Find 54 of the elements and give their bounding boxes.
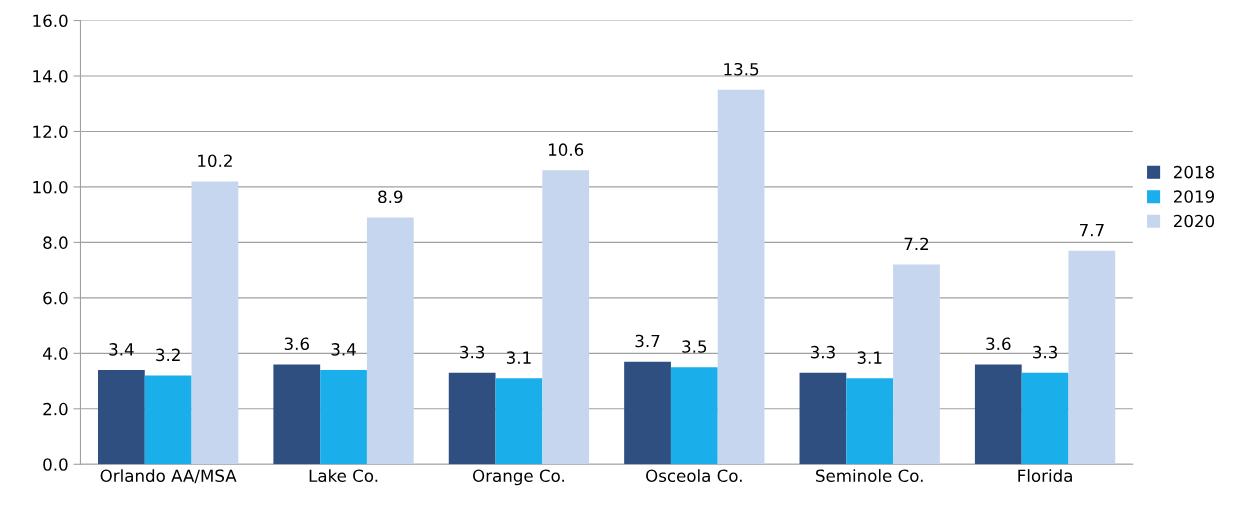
x-tick-label: Seminole Co. xyxy=(816,469,923,483)
legend-label: 2018 xyxy=(1173,165,1215,179)
bar xyxy=(1068,250,1116,465)
bar xyxy=(670,367,718,465)
data-label: 3.5 xyxy=(682,340,707,353)
x-tick-label: Florida xyxy=(1018,469,1072,483)
bar xyxy=(98,369,145,465)
y-tick-label: 8.0 xyxy=(43,236,68,249)
data-label: 3.3 xyxy=(1033,345,1057,359)
y-tick-label: 0.0 xyxy=(43,458,68,471)
data-label: 3.6 xyxy=(284,337,309,351)
data-label: 3.7 xyxy=(635,334,660,348)
bar xyxy=(974,364,1022,465)
data-label: 10.6 xyxy=(548,143,584,156)
data-label: 3.3 xyxy=(810,345,835,359)
bar xyxy=(717,89,765,465)
bar xyxy=(1021,372,1069,465)
bar xyxy=(893,264,940,465)
x-tick-label: Orlando AA/MSA xyxy=(100,469,237,484)
y-tick-label: 12.0 xyxy=(33,125,68,139)
x-tick-label: Orange Co. xyxy=(473,469,564,486)
y-tick-label: 16.0 xyxy=(33,14,68,28)
bar xyxy=(846,378,894,465)
bar xyxy=(624,361,671,465)
y-tick-label: 6.0 xyxy=(43,291,68,305)
data-label: 3.1 xyxy=(857,351,882,364)
y-tick-label: 10.0 xyxy=(33,180,68,194)
data-label: 13.5 xyxy=(724,62,759,76)
data-label: 3.4 xyxy=(109,343,134,356)
bar xyxy=(366,217,414,465)
bar xyxy=(273,364,321,465)
bar xyxy=(495,378,543,465)
y-tick-label: 4.0 xyxy=(42,347,68,360)
data-label: 3.6 xyxy=(986,337,1011,351)
data-label: 7.2 xyxy=(904,237,929,250)
bar xyxy=(542,170,590,465)
data-label: 3.3 xyxy=(460,345,485,359)
data-label: 3.2 xyxy=(156,348,180,362)
bar xyxy=(191,181,239,465)
bar xyxy=(448,372,496,465)
bar xyxy=(320,369,367,465)
y-tick-label: 14.0 xyxy=(33,69,68,83)
legend-label: 2019 xyxy=(1173,190,1215,203)
data-label: 3.4 xyxy=(331,343,356,356)
bar xyxy=(799,372,847,465)
legend-label: 2020 xyxy=(1173,214,1215,228)
data-label: 10.2 xyxy=(198,154,232,168)
x-tick-label: Osceola Co. xyxy=(646,469,742,483)
bar xyxy=(144,375,192,465)
data-label: 8.9 xyxy=(378,190,403,204)
y-tick-label: 2.0 xyxy=(43,402,68,416)
data-label: 3.1 xyxy=(506,351,531,364)
x-tick-label: Lake Co. xyxy=(309,469,378,483)
data-label: 7.7 xyxy=(1079,223,1104,237)
